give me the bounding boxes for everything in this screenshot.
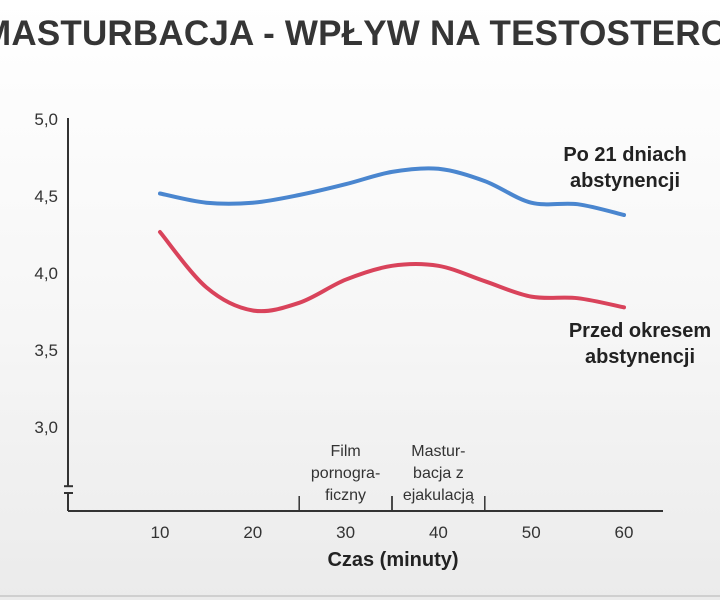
y-tick-labels: 5,0 4,5 4,0 3,5 3,0	[34, 110, 58, 437]
x-tick-label: 50	[522, 523, 541, 542]
chart-title: MASTURBACJA - WPŁYW NA TESTOSTERON	[0, 14, 720, 53]
series-label-line: abstynencji	[569, 170, 681, 192]
y-tick-label: 4,0	[34, 264, 58, 283]
x-tick-label: 40	[429, 523, 448, 542]
series-label-before-abstinence: Przed okresem abstynencji	[555, 318, 720, 370]
y-tick-label: 4,5	[34, 187, 58, 206]
x-tick-label: 10	[151, 523, 170, 542]
y-tick-label: 3,5	[34, 341, 58, 360]
annotation-label: ficzny	[325, 487, 366, 504]
series-line-before-abstinence	[158, 230, 626, 314]
series-label-after-abstinence: Po 21 dniach abstynencji	[545, 142, 705, 194]
x-tick-label: 20	[243, 523, 262, 542]
series-lines	[158, 166, 626, 314]
y-tick-label: 5,0	[34, 110, 58, 129]
x-axis-label: Czas (minuty)	[327, 549, 458, 571]
x-tick-label: 60	[615, 523, 634, 542]
annotation-label: pornogra-	[311, 465, 380, 482]
annotation-label: Film	[330, 443, 360, 460]
y-tick-label: 3,0	[34, 418, 58, 437]
annotation-label: Mastur-	[411, 443, 465, 460]
x-tick-label: 30	[336, 523, 355, 542]
annotation-label: bacja z	[413, 465, 464, 482]
series-label-line: Po 21 dniach	[563, 144, 687, 166]
footer-divider	[0, 595, 720, 597]
series-label-line: abstynencji	[584, 346, 696, 368]
annotations: Film pornogra-ficzny Mastur-bacja z ejakula…	[298, 443, 486, 511]
series-label-line: Przed okresem	[568, 320, 712, 342]
x-tick-labels: 10 20 30 40 50 60	[151, 523, 634, 542]
annotation-label: ejakulacją	[403, 487, 474, 504]
axes	[64, 118, 663, 512]
series-line-after-abstinence	[158, 166, 626, 217]
